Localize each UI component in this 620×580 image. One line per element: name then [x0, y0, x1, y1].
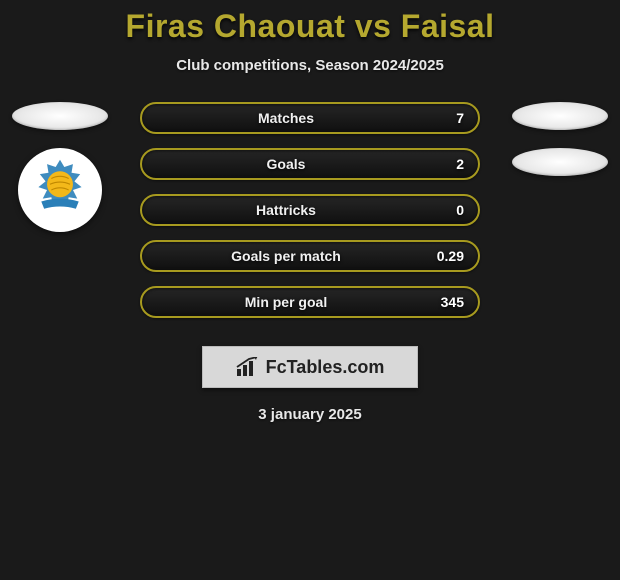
stat-bar: Matches7 [140, 102, 480, 134]
stat-bars-list: Matches7Goals2Hattricks0Goals per match0… [140, 102, 480, 318]
player-photo-placeholder-right-2 [512, 148, 608, 176]
stats-area: Matches7Goals2Hattricks0Goals per match0… [0, 102, 620, 318]
player-photo-placeholder-left [12, 102, 108, 130]
subtitle: Club competitions, Season 2024/2025 [0, 57, 620, 74]
right-column [510, 102, 610, 176]
stat-bar: Goals per match0.29 [140, 240, 480, 272]
site-logo[interactable]: FcTables.com [202, 346, 418, 388]
stats-card: Firas Chaouat vs Faisal Club competition… [0, 0, 620, 423]
page-title: Firas Chaouat vs Faisal [0, 8, 620, 45]
stat-bar: Goals2 [140, 148, 480, 180]
stat-bar: Min per goal345 [140, 286, 480, 318]
stat-bar-label: Goals per match [142, 248, 430, 264]
stat-bar-value: 0.29 [430, 248, 464, 264]
stat-bar-value: 0 [430, 202, 464, 218]
stat-bar-value: 2 [430, 156, 464, 172]
club-crest-icon [24, 154, 96, 226]
stat-bar-label: Matches [142, 110, 430, 126]
stat-bar-label: Hattricks [142, 202, 430, 218]
stat-bar: Hattricks0 [140, 194, 480, 226]
club-badge-left [18, 148, 102, 232]
stat-bar-label: Goals [142, 156, 430, 172]
left-column [10, 102, 110, 232]
stat-bar-value: 345 [430, 294, 464, 310]
site-logo-text: FcTables.com [266, 357, 385, 378]
stat-bar-label: Min per goal [142, 294, 430, 310]
stat-bar-value: 7 [430, 110, 464, 126]
chart-icon [236, 357, 260, 377]
player-photo-placeholder-right-1 [512, 102, 608, 130]
date-text: 3 january 2025 [0, 406, 620, 423]
